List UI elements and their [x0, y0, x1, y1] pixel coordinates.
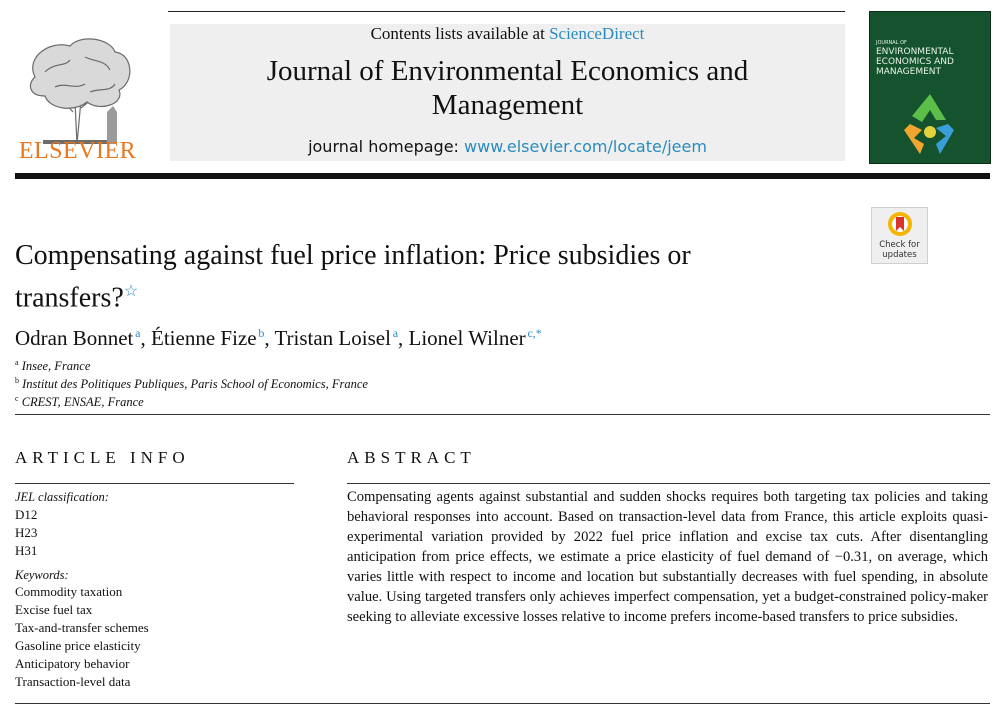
jel-label: JEL classification:	[15, 490, 109, 504]
affiliation-rule	[15, 414, 990, 415]
article-info-rule	[15, 483, 294, 484]
bookmark-icon	[888, 212, 912, 236]
contents-line: Contents lists available at ScienceDirec…	[170, 22, 845, 46]
affiliation-text: Institut des Politiques Publiques, Paris…	[22, 377, 368, 392]
author-affiliation-mark[interactable]: b	[258, 326, 265, 340]
keyword: Commodity taxation	[15, 584, 123, 599]
author-name[interactable]: Tristan Loisel	[274, 326, 391, 350]
author-affiliation-mark[interactable]: a	[392, 326, 399, 340]
article-title-line1: Compensating against fuel price inflatio…	[15, 240, 691, 271]
article-title: Compensating against fuel price inflatio…	[15, 238, 815, 316]
check-for-updates-label[interactable]: Check for updates	[871, 240, 928, 260]
jel-code: H31	[15, 543, 38, 558]
affiliation-mark: b	[15, 376, 19, 385]
elsevier-wordmark[interactable]: ELSEVIER	[18, 138, 137, 164]
keywords-label: Keywords:	[15, 568, 69, 582]
check-updates-line1: Check for	[879, 240, 920, 250]
bottom-rule	[15, 703, 990, 704]
affiliation-mark: c	[15, 394, 19, 403]
article-info-heading: ARTICLE INFO	[15, 448, 190, 467]
jel-code: D12	[15, 507, 38, 522]
journal-title: Journal of Environmental Economics and M…	[170, 54, 845, 122]
homepage-prefix: journal homepage:	[308, 137, 465, 156]
author-name[interactable]: Étienne Fize	[151, 326, 257, 350]
header-thick-rule	[15, 173, 990, 179]
keyword: Anticipatory behavior	[15, 656, 130, 671]
cover-title-line2: ECONOMICS AND	[876, 57, 954, 67]
keyword: Gasoline price elasticity	[15, 638, 141, 653]
homepage-link[interactable]: www.elsevier.com/locate/jeem	[464, 137, 707, 156]
journal-title-line2: Management	[431, 89, 584, 121]
author-affiliation-mark[interactable]: a	[135, 326, 141, 340]
affiliation-b: b Institut des Politiques Publiques, Par…	[15, 373, 368, 392]
journal-cover-image[interactable]: JOURNAL OF ENVIRONMENTAL ECONOMICS AND M…	[869, 11, 991, 164]
cover-title-line1: ENVIRONMENTAL	[876, 47, 954, 57]
check-updates-line2: updates	[882, 250, 917, 260]
author-name[interactable]: Odran Bonnet	[15, 326, 134, 350]
check-for-updates-badge[interactable]	[871, 207, 928, 264]
cover-small-line: JOURNAL OF	[876, 40, 907, 46]
author-name[interactable]: Lionel Wilner	[408, 326, 526, 350]
abstract-rule	[347, 483, 990, 484]
affiliation-c: c CREST, ENSAE, France	[15, 391, 144, 410]
cover-title-line3: MANAGEMENT	[876, 67, 941, 77]
contents-prefix: Contents lists available at	[370, 24, 550, 43]
cover-recycle-graphic	[904, 94, 954, 154]
journal-homepage-line: journal homepage: www.elsevier.com/locat…	[170, 136, 845, 158]
abstract-heading: ABSTRACT	[347, 448, 476, 467]
keyword: Tax-and-transfer schemes	[15, 620, 149, 635]
keyword-list: Commodity taxation Excise fuel tax Tax-a…	[15, 583, 149, 691]
author-affiliation-mark[interactable]: c,*	[527, 326, 542, 340]
keyword: Excise fuel tax	[15, 602, 93, 617]
cover-title: JOURNAL OF ENVIRONMENTAL ECONOMICS AND M…	[876, 40, 986, 77]
jel-code: H23	[15, 525, 38, 540]
elsevier-tree-logo[interactable]	[15, 22, 140, 162]
sciencedirect-link[interactable]: ScienceDirect	[549, 24, 645, 43]
journal-banner	[170, 24, 845, 161]
article-title-line2: transfers?	[15, 282, 124, 314]
affiliation-a: a Insee, France	[15, 355, 90, 374]
affiliation-text: CREST, ENSAE, France	[21, 395, 144, 410]
affiliation-text: Insee, France	[21, 359, 91, 374]
jel-code-list: D12 H23 H31	[15, 506, 37, 560]
journal-title-line1: Journal of Environmental Economics and	[266, 55, 749, 87]
title-footnote-star-icon[interactable]: ☆	[123, 283, 139, 300]
author-list: Odran Bonnet a, Étienne Fize b, Tristan …	[15, 326, 542, 350]
affiliation-mark: a	[15, 358, 19, 367]
abstract-body: Compensating agents against substantial …	[347, 489, 988, 625]
header-top-rule	[168, 11, 845, 12]
keyword: Transaction-level data	[15, 674, 131, 689]
